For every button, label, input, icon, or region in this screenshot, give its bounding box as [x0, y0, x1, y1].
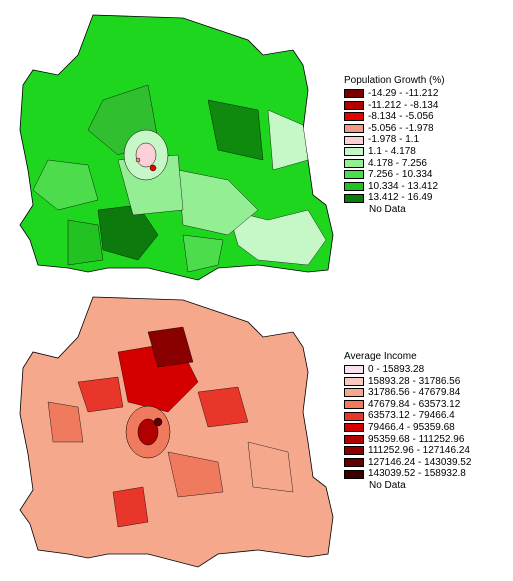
income-map-regions — [47, 326, 294, 528]
legend-label: 63573.12 - 79466.4 — [368, 410, 455, 422]
average-income-legend: Average Income 0 - 15893.28 15893.28 - 3… — [344, 351, 471, 492]
legend-entry: 1.1 - 4.178 — [344, 146, 445, 158]
legend-label: -5.056 - -1.978 — [368, 122, 434, 134]
legend-label: 0 - 15893.28 — [368, 364, 425, 375]
legend-label: -1.978 - 1.1 — [368, 134, 420, 146]
legend-label: 1.1 - 4.178 — [368, 145, 416, 157]
legend-entry: -8.134 - -5.056 — [344, 111, 445, 123]
legend-swatch — [344, 376, 364, 386]
legend-label: 7.256 - 10.334 — [368, 169, 433, 181]
legend-label: 4.178 - 7.256 — [368, 157, 427, 169]
income-core-tracts — [125, 405, 171, 459]
legend-entry: 79466.4 - 95359.68 — [344, 422, 471, 434]
legend-nodata-label: No Data — [369, 203, 406, 215]
legend-label: 47679.84 - 63573.12 — [368, 398, 461, 410]
legend-entry: 127146.24 - 143039.52 — [344, 457, 471, 469]
legend-swatch — [344, 423, 364, 433]
legend-label: -8.134 - -5.056 — [368, 111, 434, 123]
legend-label: -11.212 - -8.134 — [368, 99, 439, 111]
legend-entry: -14.29 - -11.212 — [344, 88, 445, 100]
legend-entry: 111252.96 - 127146.24 — [344, 445, 471, 457]
legend-swatch — [344, 124, 364, 134]
legend-entry: -11.212 - -8.134 — [344, 100, 445, 112]
legend-swatch — [344, 365, 364, 375]
legend-swatch — [344, 147, 364, 157]
legend-swatch — [344, 158, 364, 168]
legend-swatch — [344, 193, 364, 203]
legend-swatch — [344, 135, 364, 145]
growth-core-tracts — [123, 129, 169, 181]
legend-label: 111252.96 - 127146.24 — [368, 445, 470, 457]
legend-label: 143039.52 - 158932.8 — [368, 468, 466, 480]
legend-swatch — [344, 469, 364, 479]
legend-swatch — [344, 170, 364, 180]
legend-entry: 10.334 - 13.412 — [344, 181, 445, 193]
legend-swatch — [344, 388, 364, 398]
income-map-outline — [19, 296, 334, 568]
population-growth-legend: Population Growth (%) -14.29 - -11.212 -… — [344, 75, 445, 216]
growth-map-regions — [32, 84, 327, 273]
legend-swatch — [344, 100, 364, 110]
legend-swatch — [344, 458, 364, 468]
legend-entry: 143039.52 - 158932.8 — [344, 468, 471, 480]
legend-nodata-label: No Data — [369, 479, 406, 491]
legend-swatch — [344, 434, 364, 444]
legend-entry: 13.412 - 16.49 — [344, 192, 445, 204]
legend-entry: 7.256 - 10.334 — [344, 169, 445, 181]
legend-label: 79466.4 - 95359.68 — [368, 421, 455, 433]
legend-label: 15893.28 - 31786.56 — [368, 375, 461, 387]
average-income-map — [19, 296, 334, 568]
legend-label: 13.412 - 16.49 — [368, 192, 433, 204]
legend-entry: 15893.28 - 31786.56 — [344, 376, 471, 388]
legend-label: -14.29 - -11.212 — [368, 88, 439, 99]
legend-swatch — [344, 89, 364, 99]
legend-entry: 0 - 15893.28 — [344, 364, 471, 376]
legend-entry: 63573.12 - 79466.4 — [344, 410, 471, 422]
average-income-legend-title: Average Income — [344, 351, 417, 362]
legend-entry: -1.978 - 1.1 — [344, 134, 445, 146]
legend-swatch — [344, 400, 364, 410]
legend-swatch — [344, 112, 364, 122]
legend-label: 95359.68 - 111252.96 — [368, 433, 465, 445]
legend-entry: 95359.68 - 111252.96 — [344, 434, 471, 446]
legend-entry: 4.178 - 7.256 — [344, 158, 445, 170]
legend-label: 31786.56 - 47679.84 — [368, 387, 461, 399]
legend-entry: 47679.84 - 63573.12 — [344, 399, 471, 411]
growth-map-outline — [19, 14, 334, 281]
legend-label: 10.334 - 13.412 — [368, 180, 439, 192]
legend-swatch — [344, 182, 364, 192]
legend-label: 127146.24 - 143039.52 — [368, 456, 472, 468]
legend-swatch — [344, 411, 364, 421]
population-growth-map — [19, 14, 334, 281]
legend-swatch — [344, 446, 364, 456]
legend-entry: 31786.56 - 47679.84 — [344, 387, 471, 399]
population-growth-legend-title: Population Growth (%) — [344, 75, 445, 86]
legend-entry: -5.056 - -1.978 — [344, 123, 445, 135]
